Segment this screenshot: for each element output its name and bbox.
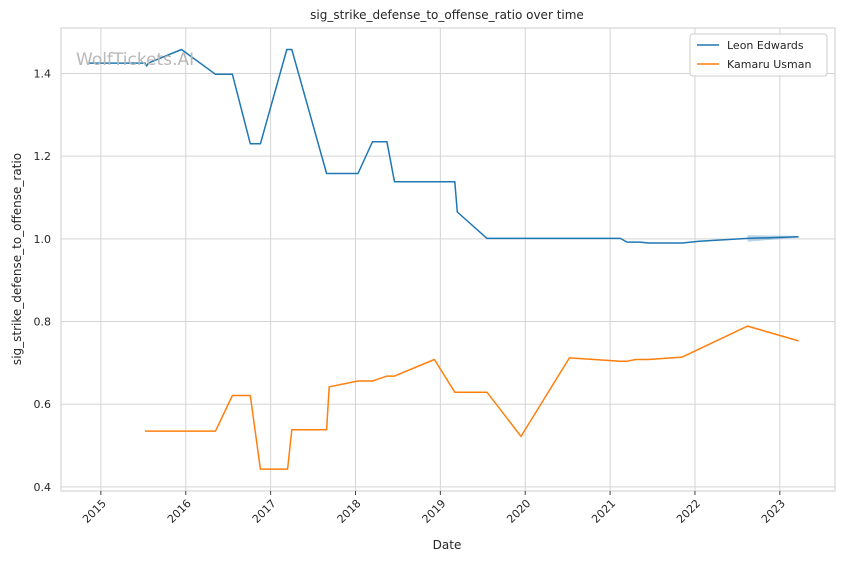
y-tick-label: 0.4 (34, 481, 52, 494)
plot-frame (60, 27, 836, 492)
x-axis-label: Date (433, 538, 462, 552)
grid (61, 28, 835, 491)
legend: Leon Edwards Kamaru Usman (689, 33, 828, 77)
chart-title: sig_strike_defense_to_offense_ratio over… (310, 8, 584, 22)
series-lines (88, 48, 799, 470)
legend-box (689, 33, 828, 77)
series-line-leon-edwards (88, 48, 799, 244)
y-axis-ticks: 0.4 0.6 0.8 1.0 1.2 1.4 (34, 67, 52, 493)
y-tick-label: 1.0 (34, 233, 52, 246)
series-line-kamaru-usman (145, 325, 799, 470)
y-tick-label: 0.8 (34, 316, 52, 329)
y-axis-label: sig_strike_defense_to_offense_ratio (10, 153, 24, 365)
legend-label: Kamaru Usman (727, 58, 811, 71)
y-tick-label: 1.4 (34, 67, 52, 80)
y-tick-label: 0.6 (34, 398, 52, 411)
legend-label: Leon Edwards (727, 39, 804, 52)
y-tick-label: 1.2 (34, 150, 52, 163)
watermark: WolfTickets.AI (76, 50, 194, 70)
